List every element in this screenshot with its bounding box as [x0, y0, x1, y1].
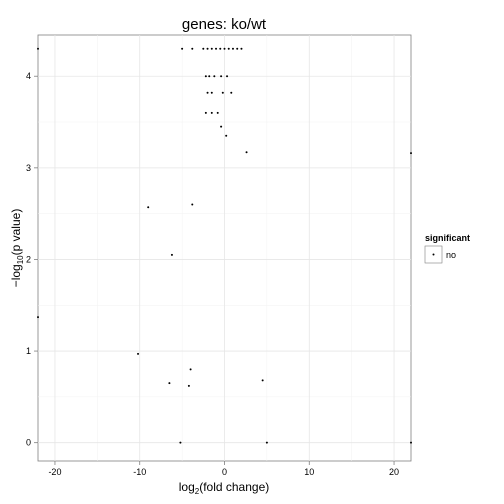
legend: significant no: [424, 233, 470, 264]
data-point: [37, 316, 39, 319]
data-point: [191, 203, 194, 206]
y-tick-label: 2: [26, 254, 31, 264]
data-point: [206, 47, 209, 50]
data-point: [410, 441, 412, 444]
data-point: [240, 47, 243, 50]
data-point: [227, 47, 230, 50]
data-point: [210, 111, 213, 114]
data-point: [261, 379, 264, 382]
x-tick-label: 0: [222, 467, 227, 477]
data-point: [168, 382, 171, 385]
legend-key-point: [432, 253, 435, 256]
x-axis-label: log2(fold change): [179, 480, 270, 496]
data-point: [245, 151, 248, 154]
x-tick-label: -20: [48, 467, 61, 477]
data-point: [181, 47, 184, 50]
data-point: [220, 125, 223, 128]
data-point: [204, 75, 207, 78]
data-point: [226, 75, 229, 78]
data-point: [206, 91, 209, 94]
y-axis-label-subscript: 10: [16, 255, 25, 264]
data-point: [170, 253, 173, 256]
data-point: [210, 91, 213, 94]
data-point: [213, 75, 216, 78]
chart-title: genes: ko/wt: [182, 16, 267, 33]
grid-lines: [38, 35, 411, 461]
data-points: [37, 47, 412, 444]
data-point: [410, 152, 412, 155]
data-point: [137, 352, 140, 355]
data-point: [221, 91, 224, 94]
data-point: [223, 47, 226, 50]
y-tick-label: 3: [26, 163, 31, 173]
data-point: [202, 47, 205, 50]
data-point: [147, 206, 150, 209]
data-point: [179, 441, 182, 444]
data-point: [37, 47, 39, 50]
x-axis-label-subscript: 2: [195, 487, 200, 496]
data-point: [204, 111, 207, 114]
data-point: [231, 47, 234, 50]
data-point: [215, 47, 218, 50]
data-point: [236, 47, 239, 50]
x-tick-label: 20: [389, 467, 399, 477]
data-point: [225, 134, 228, 137]
y-axis-label: −log10(p value): [9, 209, 25, 288]
legend-title: significant: [425, 233, 470, 243]
data-point: [219, 47, 222, 50]
y-axis-ticks: 0 1 2 3 4: [26, 71, 38, 448]
legend-label-no: no: [446, 250, 456, 260]
data-point: [216, 111, 219, 114]
x-tick-label: 10: [304, 467, 314, 477]
data-point: [191, 47, 194, 50]
data-point: [220, 75, 223, 78]
x-axis-ticks: -20 -10 0 10 20: [48, 461, 399, 477]
y-tick-label: 4: [26, 71, 31, 81]
data-point: [187, 384, 190, 387]
data-point: [208, 75, 211, 78]
y-tick-label: 0: [26, 438, 31, 448]
x-tick-label: -10: [133, 467, 146, 477]
y-tick-label: 1: [26, 346, 31, 356]
plot-panel: [37, 34, 412, 462]
data-point: [210, 47, 213, 50]
data-point: [265, 441, 268, 444]
data-point: [230, 91, 233, 94]
data-point: [189, 368, 192, 371]
